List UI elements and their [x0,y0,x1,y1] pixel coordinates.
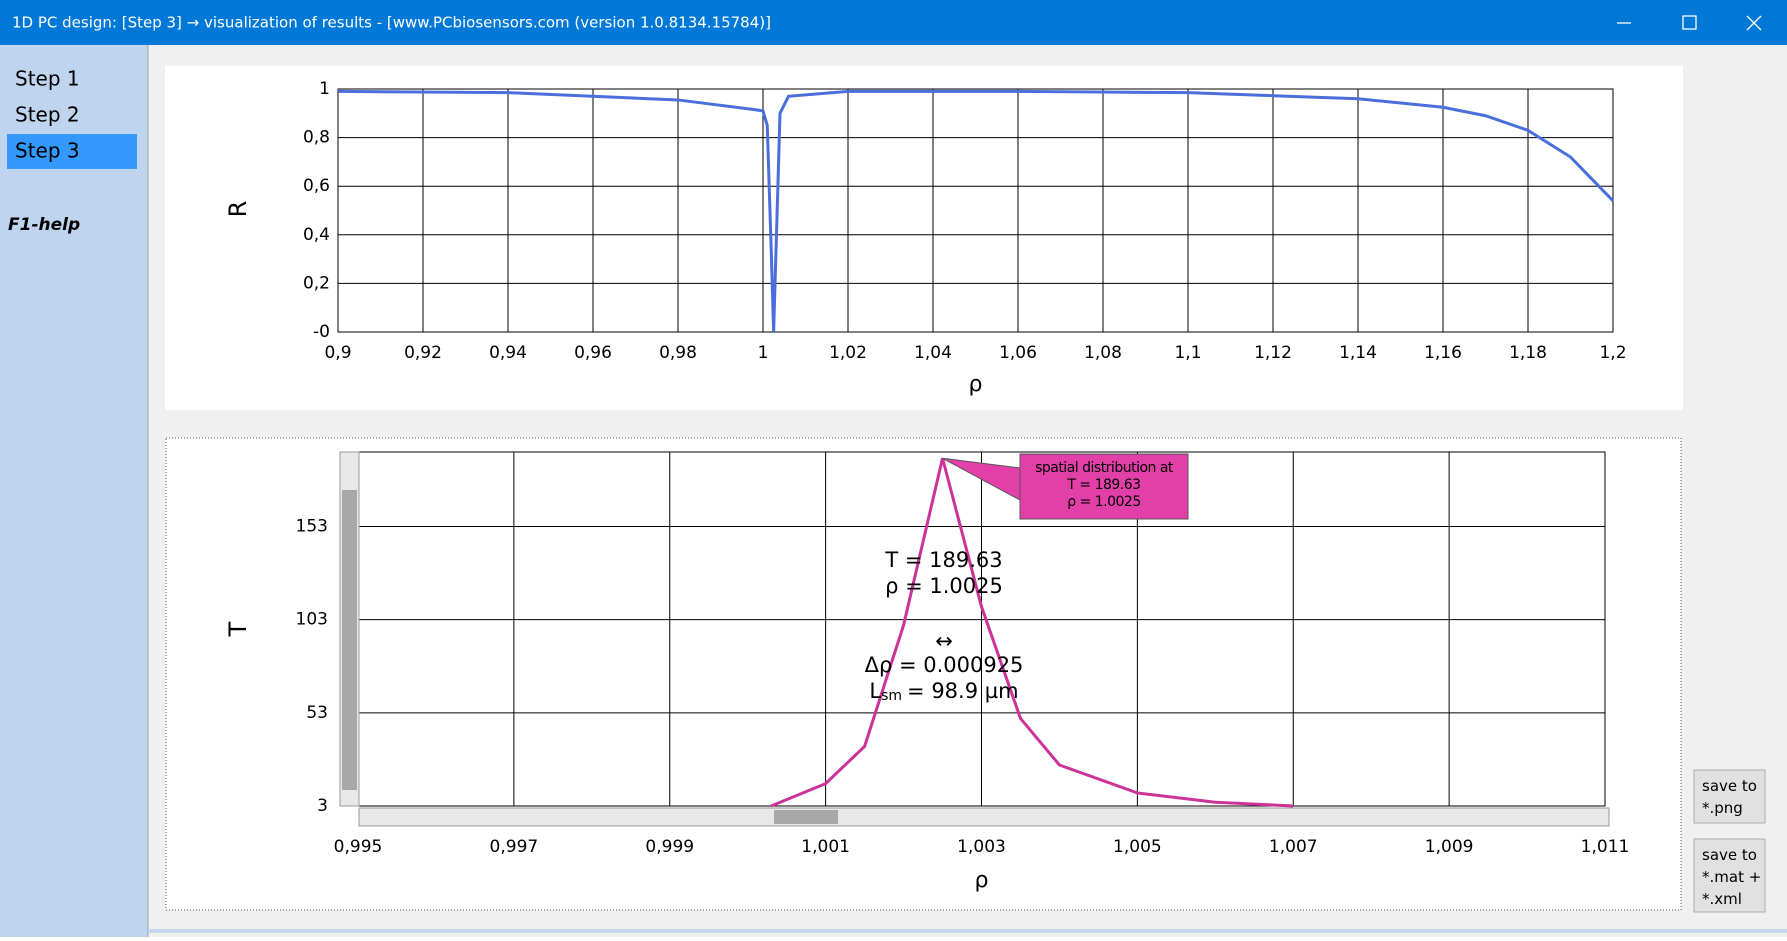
h-scrollbar[interactable] [358,807,1610,827]
x-tick-label: 1,18 [1509,343,1547,363]
x-tick-label: 0,92 [404,343,442,363]
callout-text: T = 189.63 [1066,477,1140,493]
y-tick-label: 3 [317,796,328,816]
window-controls[interactable] [1617,15,1762,31]
nav-item[interactable]: Step 2 [15,103,80,127]
x-tick-label: 1,16 [1424,343,1462,363]
data-line [337,89,1615,333]
y-axis-label: R [224,201,252,218]
callout-text: ρ = 1.0025 [1067,494,1141,510]
x-tick-label: 1 [758,343,769,363]
x-tick-label: 1,003 [957,837,1006,857]
button-label[interactable]: save to *.png [1702,777,1757,817]
x-tick-label: 1,009 [1425,837,1474,857]
x-tick-label: 1,007 [1269,837,1318,857]
selected-highlight [7,134,137,169]
x-tick-label: 0,9 [324,343,351,363]
y-tick-label: 153 [296,517,328,537]
readout-text: ↔ [935,629,953,653]
readout-text: T = 189.63 [884,548,1002,572]
x-tick-label: 1,1 [1174,343,1201,363]
readout-text: Lsm = 98.9 µm [869,679,1018,704]
x-tick-label: 1,2 [1599,343,1626,363]
h-scroll-thumb[interactable] [774,810,838,824]
y-tick-label: 0,2 [303,273,330,293]
x-tick-label: 1,12 [1254,343,1292,363]
x-tick-label: 1,14 [1339,343,1377,363]
v-scroll-thumb[interactable] [342,490,357,790]
y-tick-label: 103 [296,610,328,630]
y-tick-label: 0,4 [303,225,330,245]
x-tick-label: 0,999 [645,837,694,857]
readout-text: ρ = 1.0025 [885,574,1003,598]
data-line [770,457,1294,808]
readout-part: sm [881,688,902,704]
callout-box [1019,453,1189,520]
readout-part: = 98.9 µm [907,679,1019,703]
x-tick-label: 1,02 [829,343,867,363]
y-tick-label: 53 [306,703,328,723]
readout-text: Δρ = 0.000925 [865,653,1024,677]
y-tick-label: -0 [313,322,330,342]
y-tick-label: 0,6 [303,176,330,196]
x-axis-label: ρ [975,868,989,893]
button-label[interactable]: save to *.mat + *.xml [1702,846,1761,908]
button[interactable] [1693,769,1766,824]
x-tick-label: 0,997 [490,837,539,857]
nav-item[interactable]: Step 1 [15,67,80,91]
x-tick-label: 0,96 [574,343,612,363]
x-tick-label: 1,001 [801,837,850,857]
x-tick-label: 0,995 [334,837,383,857]
callout-text: spatial distribution at [1035,460,1174,476]
help-link[interactable]: F1-help [8,215,80,235]
y-tick-label: 0,8 [303,128,330,148]
x-tick-label: 1,04 [914,343,952,363]
x-tick-label: 1,011 [1581,837,1630,857]
y-tick-label: 1 [319,79,330,99]
x-axis-label: ρ [969,372,983,397]
button[interactable] [1693,838,1766,913]
y-axis-label: T [224,621,252,637]
window-title: 1D PC design: [Step 3] → visualization o… [12,14,771,32]
x-tick-label: 0,94 [489,343,527,363]
x-tick-label: 1,08 [1084,343,1122,363]
readout-part: L [869,679,881,703]
x-tick-label: 1,06 [999,343,1037,363]
x-tick-label: 1,005 [1113,837,1162,857]
x-tick-label: 0,98 [659,343,697,363]
nav-item[interactable]: Step 3 [15,139,80,163]
plot-frame [337,88,1614,333]
